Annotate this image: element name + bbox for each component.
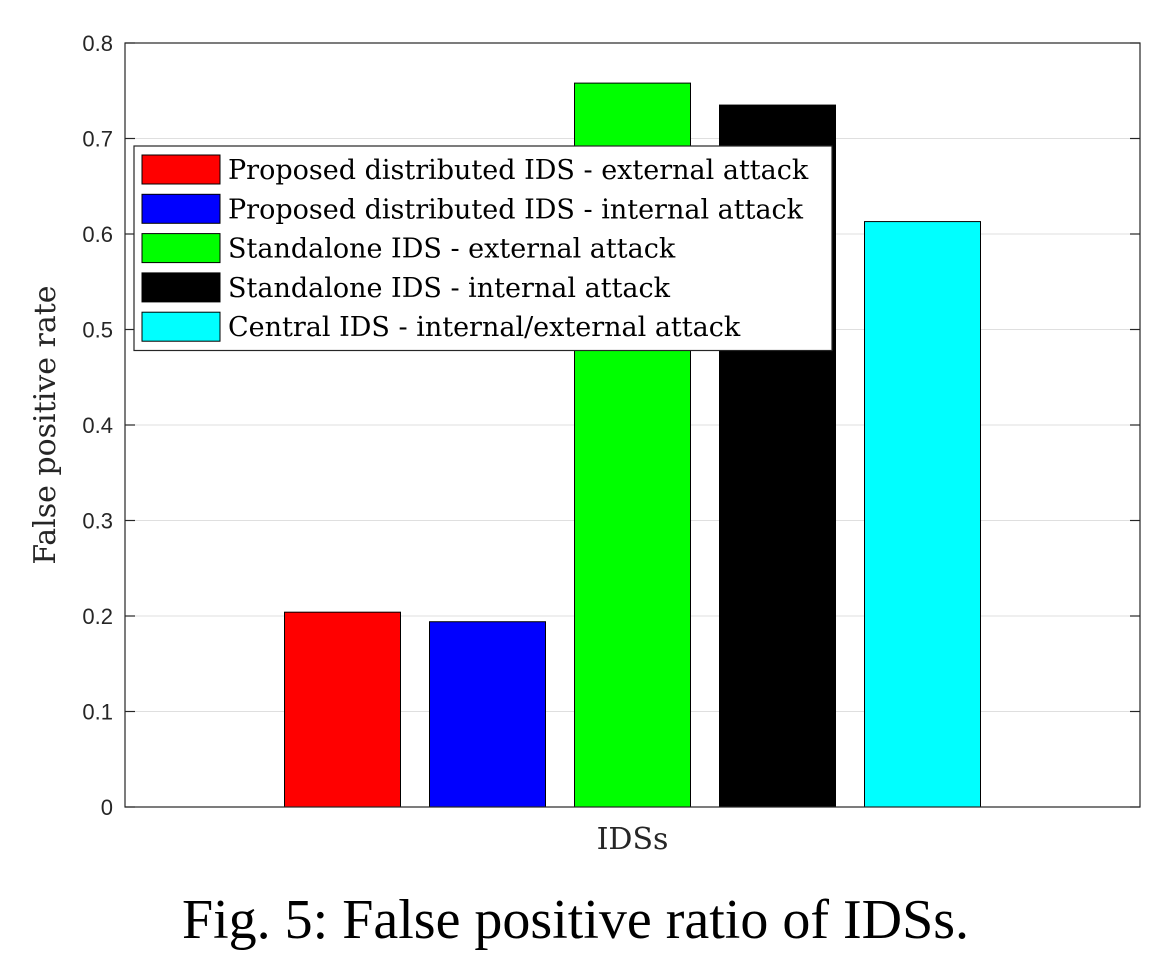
bar <box>429 621 546 808</box>
y-tick-label: 0.1 <box>82 700 113 725</box>
legend-label: Proposed distributed IDS - external atta… <box>228 155 809 186</box>
y-axis-ticks: 0 0.1 0.2 0.3 0.4 0.5 0.6 0.7 0.8 <box>82 31 1140 820</box>
legend-swatch <box>141 154 221 185</box>
y-axis-title: False positive rate <box>28 285 63 564</box>
bar <box>284 611 401 808</box>
legend-box <box>133 145 833 352</box>
bars <box>284 82 981 808</box>
bar <box>864 221 981 808</box>
legend-swatch <box>141 193 221 224</box>
legend-label: Standalone IDS - internal attack <box>228 273 671 304</box>
y-tick-label: 0.4 <box>82 413 113 438</box>
legend-label: Proposed distributed IDS - internal atta… <box>228 194 804 225</box>
x-axis-title: IDSs <box>597 822 669 857</box>
legend: Proposed distributed IDS - external atta… <box>133 145 833 352</box>
y-tick-label: 0 <box>101 795 113 820</box>
legend-label: Central IDS - internal/external attack <box>228 312 741 343</box>
figure-caption: Fig. 5: False positive ratio of IDSs. <box>181 889 970 951</box>
legend-swatch <box>141 233 221 264</box>
legend-swatch <box>141 272 221 303</box>
y-tick-label: 0.2 <box>82 604 113 629</box>
y-tick-label: 0.7 <box>82 127 113 152</box>
y-tick-label: 0.5 <box>82 318 113 343</box>
y-tick-label: 0.6 <box>82 222 113 247</box>
legend-label: Standalone IDS - external attack <box>228 234 676 265</box>
legend-swatch <box>141 311 221 342</box>
y-tick-label: 0.8 <box>82 31 113 56</box>
y-tick-label: 0.3 <box>82 509 113 534</box>
bar-chart: 0 0.1 0.2 0.3 0.4 0.5 0.6 0.7 0.8 False positive… <box>28 31 1141 857</box>
